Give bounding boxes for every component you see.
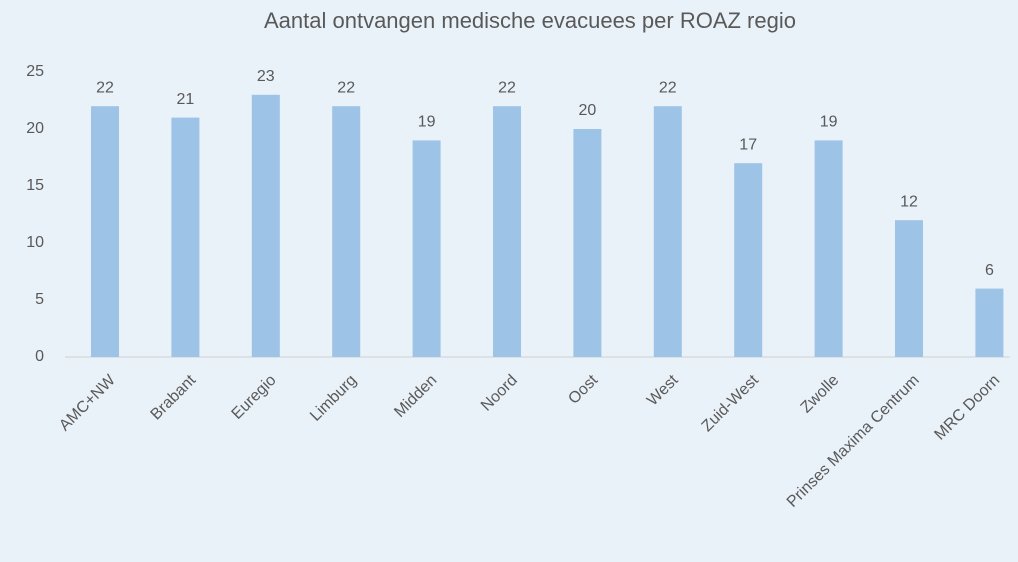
data-label: 23 bbox=[257, 68, 275, 85]
bar bbox=[814, 140, 843, 357]
bar bbox=[412, 140, 441, 357]
bar bbox=[734, 163, 763, 357]
y-tick-label: 15 bbox=[26, 177, 44, 194]
bar bbox=[332, 106, 361, 357]
data-label: 12 bbox=[900, 193, 918, 210]
bar bbox=[171, 117, 200, 357]
y-tick-label: 0 bbox=[35, 348, 44, 365]
y-tick-label: 25 bbox=[26, 63, 44, 80]
bar bbox=[653, 106, 682, 357]
data-label: 20 bbox=[579, 102, 597, 119]
bar bbox=[493, 106, 521, 357]
bar bbox=[251, 94, 280, 358]
bar bbox=[91, 106, 119, 357]
data-label: 19 bbox=[820, 114, 838, 131]
y-tick-label: 10 bbox=[26, 234, 44, 251]
data-label: 19 bbox=[418, 114, 436, 131]
data-label: 6 bbox=[985, 262, 994, 279]
bar bbox=[895, 220, 923, 357]
data-label: 17 bbox=[739, 136, 757, 153]
data-label: 22 bbox=[498, 79, 516, 96]
y-tick-label: 20 bbox=[26, 120, 44, 137]
bar bbox=[975, 288, 1004, 357]
data-label: 22 bbox=[337, 79, 355, 96]
data-label: 21 bbox=[177, 91, 195, 108]
bar bbox=[573, 129, 602, 357]
data-label: 22 bbox=[96, 79, 114, 96]
y-tick-label: 5 bbox=[35, 291, 44, 308]
data-label: 22 bbox=[659, 79, 677, 96]
chart-title: Aantal ontvangen medische evacuees per R… bbox=[264, 8, 796, 33]
